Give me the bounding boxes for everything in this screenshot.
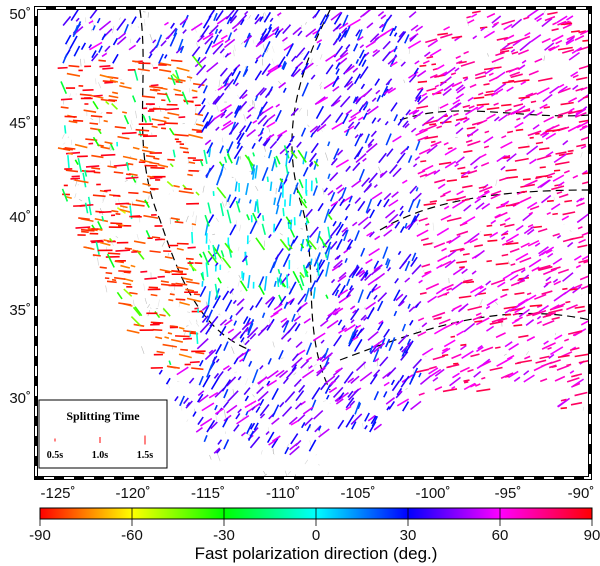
latitude-label: 30˚ [9, 390, 31, 407]
longitude-label: -120˚ [115, 485, 150, 502]
longitude-label: -110˚ [266, 485, 300, 502]
colorbar: -90 -60 -30 0 30 60 90 Fast polarization direc… [29, 507, 600, 563]
colorbar-tick-label: 60 [492, 527, 509, 544]
latitude-label: 50˚ [9, 6, 31, 23]
latitude-label: 40˚ [9, 209, 31, 226]
latitude-label: 45˚ [9, 115, 31, 132]
legend-item-label: 1.0s [92, 450, 109, 461]
legend-item-label: 1.5s [137, 450, 154, 461]
colorbar-tick-label: 90 [584, 527, 600, 544]
longitude-label: -100˚ [415, 485, 450, 502]
longitude-label: -105˚ [340, 485, 375, 502]
longitude-label: -95˚ [495, 485, 522, 502]
colorbar-tick-label: 30 [400, 527, 417, 544]
colorbar-tick-label: 0 [312, 527, 320, 544]
colorbar-tick-label: -90 [29, 527, 51, 544]
colorbar-tick-label: -30 [213, 527, 235, 544]
longitude-label: -90˚ [568, 485, 595, 502]
map-frame [34, 6, 592, 480]
colorbar-tick-label: -60 [121, 527, 143, 544]
latitude-label: 35˚ [9, 302, 31, 319]
colorbar-title: Fast polarization direction (deg.) [195, 544, 438, 563]
splitting-time-legend: Splitting Time 0.5s 1.0s 1.5s [38, 399, 168, 469]
splitting-bars [57, 8, 590, 456]
latitude-labels: 50˚ 45˚ 40˚ 35˚ 30˚ [9, 6, 31, 407]
legend-item-label: 0.5s [47, 450, 64, 461]
longitude-label: -125˚ [40, 485, 75, 502]
longitude-label: -115˚ [191, 485, 225, 502]
legend-title: Splitting Time [66, 409, 140, 423]
longitude-labels: -125˚ -120˚ -115˚ -110˚ -105˚ -100˚ -95˚ -90˚ [40, 485, 594, 502]
